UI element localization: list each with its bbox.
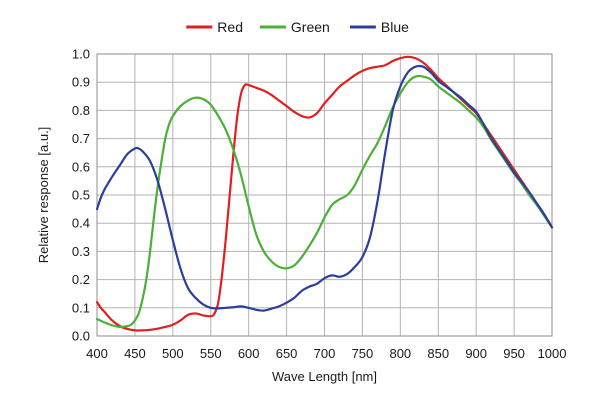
x-tick-label: 800 (389, 346, 411, 361)
y-tick-label: 0.4 (72, 216, 90, 231)
legend-item-green: Green (259, 19, 330, 35)
y-tick-label: 0.2 (72, 272, 90, 287)
x-tick-label: 500 (162, 346, 184, 361)
y-tick-label: 0.8 (72, 103, 90, 118)
x-tick-label: 600 (238, 346, 260, 361)
y-tick-label: 0.7 (72, 131, 90, 146)
x-tick-label: 900 (465, 346, 487, 361)
series-line-green (95, 74, 554, 329)
y-axis-ticks: 0.0 0.1 0.2 0.3 0.4 0.5 0.6 0.7 0.8 0.9 1.0 (72, 47, 90, 344)
y-tick-label: 1.0 (72, 47, 90, 62)
x-tick-label: 650 (276, 346, 298, 361)
x-tick-label: 750 (352, 346, 374, 361)
y-tick-label: 0.3 (72, 244, 90, 259)
x-tick-label: 850 (427, 346, 449, 361)
legend: Red Green Blue (186, 19, 409, 35)
x-tick-label: 950 (503, 346, 525, 361)
y-tick-label: 0.5 (72, 188, 90, 203)
plot-frame (96, 53, 553, 337)
grid-lines (96, 53, 553, 337)
y-tick-label: 0.6 (72, 159, 90, 174)
legend-label-green: Green (291, 19, 330, 35)
series-line-blue (95, 64, 554, 312)
x-axis-label: Wave Length [nm] (272, 369, 377, 384)
y-tick-label: 0.0 (72, 329, 90, 344)
legend-label-red: Red (217, 19, 243, 35)
x-tick-label: 450 (124, 346, 146, 361)
x-tick-label: 1000 (538, 346, 567, 361)
series-lines (95, 55, 554, 332)
legend-item-red: Red (186, 19, 243, 35)
x-tick-label: 400 (86, 346, 108, 361)
x-tick-label: 550 (200, 346, 222, 361)
y-tick-label: 0.1 (72, 300, 90, 315)
y-axis-label: Relative response [a.u.] (36, 127, 51, 264)
legend-item-blue: Blue (349, 19, 409, 35)
y-tick-label: 0.9 (72, 75, 90, 90)
legend-label-blue: Blue (381, 19, 409, 35)
x-axis-ticks: 400 450 500 550 600 650 700 750 800 850 900 950 1000 (86, 346, 566, 361)
x-tick-label: 700 (314, 346, 336, 361)
